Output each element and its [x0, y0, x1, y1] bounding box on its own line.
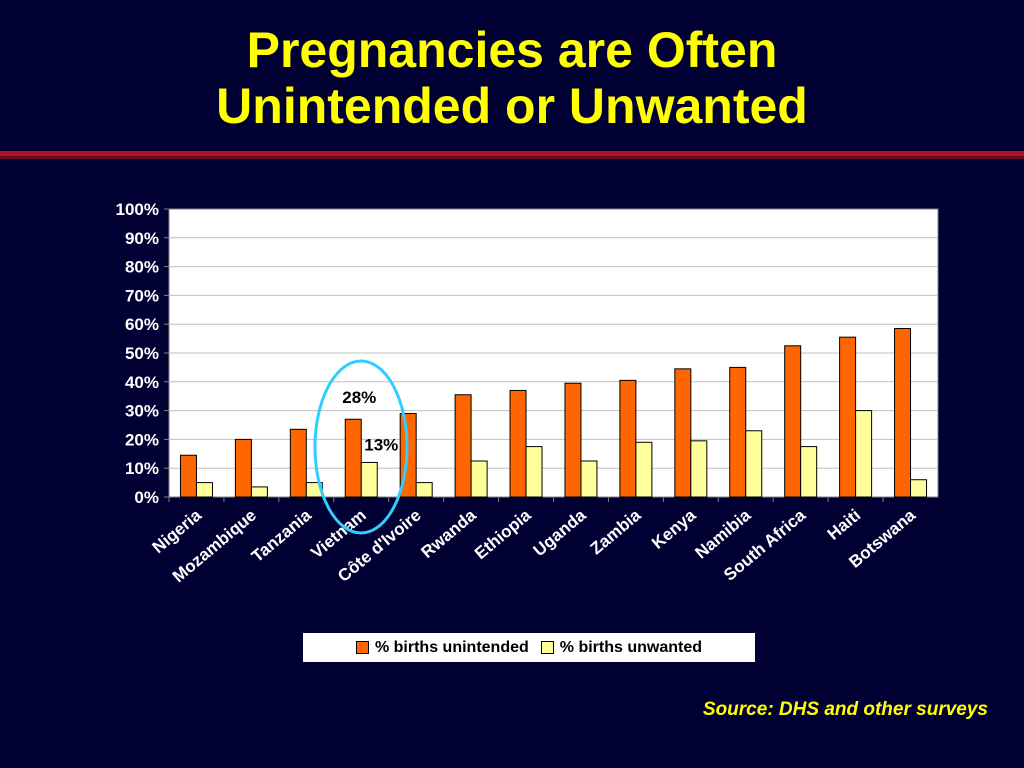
- bar-unwanted: [800, 446, 818, 498]
- bar-unintended: [619, 379, 637, 498]
- title-line-1: Pregnancies are Often: [246, 22, 778, 78]
- x-tick-label: Haiti: [824, 506, 864, 544]
- source-note: Source: DHS and other surveys: [702, 699, 988, 720]
- bar-unwanted: [195, 482, 213, 498]
- legend-label-unwanted: % births unwanted: [559, 638, 702, 656]
- y-tick-label: 10%: [125, 459, 159, 478]
- bar-unintended: [509, 389, 527, 498]
- y-tick-label: 90%: [125, 229, 159, 248]
- bar-unwanted: [690, 440, 708, 498]
- y-tick-label: 70%: [125, 286, 159, 305]
- y-tick-label: 40%: [125, 373, 159, 392]
- annotations: 28% 13%: [342, 388, 398, 454]
- bar-unintended: [564, 382, 582, 498]
- bar-unwanted: [855, 410, 873, 498]
- x-tick-label: Rwanda: [418, 505, 481, 562]
- x-tick-label: Uganda: [530, 505, 590, 560]
- bar-unintended: [289, 428, 307, 498]
- legend-label-unintended: % births unintended: [374, 638, 529, 656]
- bars: [179, 328, 928, 498]
- legend-entry-unintended: % births unintended: [355, 638, 529, 657]
- y-tick-label: 80%: [125, 258, 159, 277]
- bar-unwanted: [360, 461, 378, 498]
- data-label: 28%: [342, 388, 376, 407]
- bar-unwanted: [470, 460, 488, 498]
- bar-unwanted: [745, 430, 763, 498]
- bar-unintended: [784, 345, 802, 498]
- bar-unintended: [454, 394, 472, 498]
- bar-unwanted: [635, 441, 653, 498]
- y-tick-label: 30%: [125, 402, 159, 421]
- x-tick-label: Zambia: [587, 505, 645, 558]
- title-line-2: Unintended or Unwanted: [216, 78, 808, 134]
- title-divider: [0, 151, 1024, 156]
- bar-unintended: [839, 336, 857, 498]
- y-tick-label: 60%: [125, 315, 159, 334]
- legend-entry-unwanted: % births unwanted: [540, 638, 702, 657]
- bar-unwanted: [910, 479, 928, 498]
- bar-unintended: [234, 438, 252, 498]
- legend: % births unintended % births unwanted: [303, 633, 755, 662]
- bar-unintended: [674, 368, 692, 498]
- bar-unintended: [179, 454, 197, 498]
- bar-unwanted: [525, 446, 543, 498]
- data-label: 13%: [364, 435, 398, 454]
- y-axis-ticks: 0% 10% 20% 30% 40% 50% 60% 70% 80% 90% 100%: [116, 200, 169, 507]
- title-divider-shadow: [0, 156, 1024, 159]
- y-tick-label: 0%: [134, 488, 159, 507]
- x-tick-label: Kenya: [648, 505, 700, 553]
- legend-swatch-unintended: [355, 641, 369, 654]
- y-tick-label: 20%: [125, 430, 159, 449]
- bar-unintended: [344, 418, 362, 498]
- slide-title: Pregnancies are Often Unintended or Unwa…: [0, 22, 1024, 134]
- bar-unwanted: [250, 486, 268, 498]
- bar-unintended: [729, 366, 747, 498]
- x-tick-label: Tanzania: [248, 505, 315, 566]
- legend-swatch-unwanted: [540, 641, 554, 654]
- y-tick-label: 100%: [116, 200, 159, 219]
- bar-unwanted: [415, 482, 433, 498]
- bar-unintended: [894, 328, 912, 498]
- bar-unwanted: [580, 460, 598, 498]
- x-tick-label: Ethiopia: [471, 505, 535, 563]
- y-tick-label: 50%: [125, 344, 159, 363]
- highlight-ellipse: [313, 359, 409, 535]
